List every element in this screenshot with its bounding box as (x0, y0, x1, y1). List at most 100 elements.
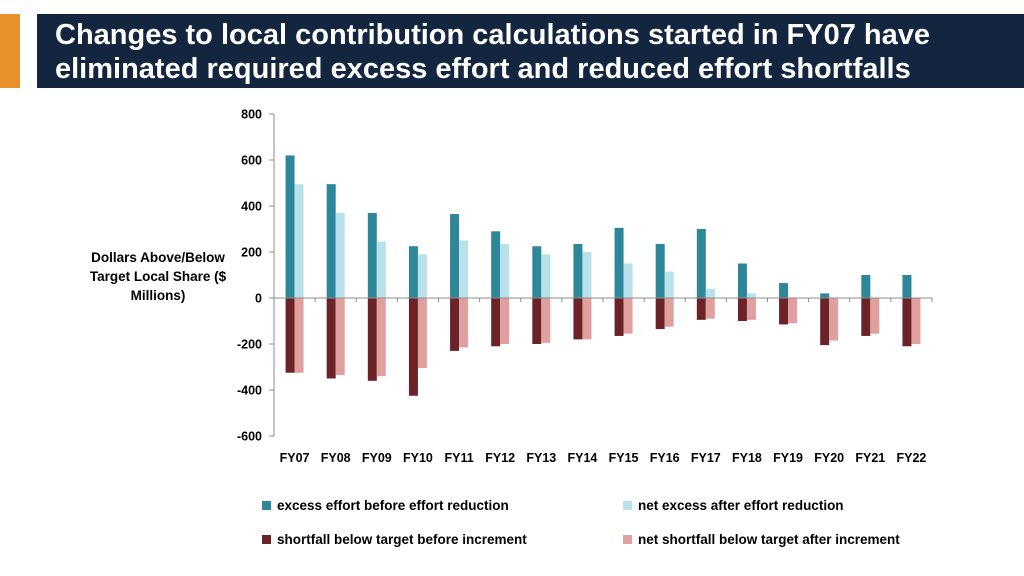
x-tick-label: FY10 (403, 451, 433, 465)
bar-net-excess-after-effort-reduction-fy15 (623, 263, 633, 298)
legend-label: net excess after effort reduction (638, 498, 844, 513)
bar-net-excess-after-effort-reduction-fy13 (541, 254, 551, 298)
bar-shortfall-below-target-before-increment-fy22 (902, 298, 912, 347)
bar-net-shortfall-below-target-after-increment-fy12 (500, 298, 510, 344)
x-tick-label: FY14 (567, 451, 597, 465)
x-tick-label: FY21 (855, 451, 885, 465)
x-tick-label: FY19 (773, 451, 803, 465)
bar-excess-effort-before-effort-reduction-fy17 (696, 229, 706, 298)
bar-net-shortfall-below-target-after-increment-fy18 (746, 298, 756, 320)
bar-net-shortfall-below-target-after-increment-fy22 (911, 298, 921, 344)
bar-net-shortfall-below-target-after-increment-fy08 (335, 298, 345, 376)
y-tick-label: -200 (237, 338, 262, 352)
bar-shortfall-below-target-before-increment-fy19 (779, 298, 789, 325)
x-tick-label: FY13 (526, 451, 556, 465)
x-tick-label: FY11 (444, 451, 473, 465)
x-tick-label: FY15 (609, 451, 639, 465)
bar-net-shortfall-below-target-after-increment-fy16 (664, 298, 674, 327)
bar-excess-effort-before-effort-reduction-fy20 (820, 293, 830, 298)
legend-swatch (262, 535, 271, 544)
x-tick-label: FY09 (362, 451, 392, 465)
bar-shortfall-below-target-before-increment-fy08 (326, 298, 336, 379)
bar-shortfall-below-target-before-increment-fy14 (573, 298, 583, 340)
x-tick-label: FY07 (280, 451, 310, 465)
bar-net-shortfall-below-target-after-increment-fy17 (705, 298, 715, 319)
y-tick-label: 600 (241, 154, 262, 168)
bar-net-excess-after-effort-reduction-fy18 (746, 293, 756, 298)
bar-shortfall-below-target-before-increment-fy18 (737, 298, 747, 321)
bar-net-shortfall-below-target-after-increment-fy14 (582, 298, 592, 340)
bar-net-excess-after-effort-reduction-fy07 (294, 184, 304, 298)
x-tick-label: FY22 (896, 451, 926, 465)
bar-shortfall-below-target-before-increment-fy07 (285, 298, 295, 373)
bar-net-shortfall-below-target-after-increment-fy15 (623, 298, 633, 334)
bar-net-excess-after-effort-reduction-fy10 (417, 254, 427, 298)
bar-net-excess-after-effort-reduction-fy16 (664, 271, 674, 298)
bar-excess-effort-before-effort-reduction-fy11 (450, 214, 460, 298)
y-tick-label: 200 (241, 246, 262, 260)
bar-net-shortfall-below-target-after-increment-fy13 (541, 298, 551, 343)
legend-swatch (262, 501, 271, 510)
bar-excess-effort-before-effort-reduction-fy18 (737, 263, 747, 298)
bar-net-shortfall-below-target-after-increment-fy21 (870, 298, 880, 334)
bar-excess-effort-before-effort-reduction-fy16 (655, 243, 665, 298)
bar-excess-effort-before-effort-reduction-fy15 (614, 227, 624, 298)
bar-net-shortfall-below-target-after-increment-fy11 (459, 298, 469, 348)
bar-shortfall-below-target-before-increment-fy12 (491, 298, 501, 347)
bar-shortfall-below-target-before-increment-fy15 (614, 298, 624, 336)
bar-net-shortfall-below-target-after-increment-fy07 (294, 298, 304, 373)
y-tick-label: -600 (237, 430, 262, 444)
bar-shortfall-below-target-before-increment-fy09 (367, 298, 377, 381)
bar-net-excess-after-effort-reduction-fy09 (376, 241, 386, 298)
slide-title: Changes to local contribution calculatio… (55, 19, 931, 85)
x-tick-label: FY18 (732, 451, 762, 465)
bar-net-excess-after-effort-reduction-fy14 (582, 252, 592, 298)
legend-item-excess-before: excess effort before effort reduction (262, 498, 509, 513)
bar-excess-effort-before-effort-reduction-fy08 (326, 184, 336, 298)
x-tick-label: FY12 (485, 451, 515, 465)
bar-net-excess-after-effort-reduction-fy11 (459, 240, 469, 298)
x-tick-label: FY16 (650, 451, 680, 465)
legend-swatch (623, 535, 632, 544)
x-tick-label: FY17 (691, 451, 721, 465)
x-tick-label: FY08 (321, 451, 351, 465)
bar-excess-effort-before-effort-reduction-fy21 (861, 275, 871, 298)
bar-shortfall-below-target-before-increment-fy10 (408, 298, 418, 396)
bar-excess-effort-before-effort-reduction-fy13 (532, 246, 542, 298)
bar-net-excess-after-effort-reduction-fy17 (705, 288, 715, 298)
bar-shortfall-below-target-before-increment-fy11 (450, 298, 460, 351)
bar-net-shortfall-below-target-after-increment-fy09 (376, 298, 386, 377)
y-axis-label: Dollars Above/Below Target Local Share (… (89, 250, 227, 303)
bar-net-shortfall-below-target-after-increment-fy19 (788, 298, 798, 324)
title-accent-bar (0, 14, 20, 88)
title-band: Changes to local contribution calculatio… (37, 14, 1024, 88)
x-tick-label: FY20 (814, 451, 844, 465)
bar-shortfall-below-target-before-increment-fy20 (820, 298, 830, 346)
y-tick-label: 800 (241, 108, 262, 122)
y-tick-label: -400 (237, 384, 262, 398)
bar-excess-effort-before-effort-reduction-fy07 (285, 155, 295, 298)
legend-item-net-excess: net excess after effort reduction (623, 498, 844, 513)
y-tick-label: 0 (255, 292, 262, 306)
legend-swatch (623, 501, 632, 510)
bar-shortfall-below-target-before-increment-fy17 (696, 298, 706, 320)
bar-shortfall-below-target-before-increment-fy16 (655, 298, 665, 330)
legend-label: excess effort before effort reduction (277, 498, 509, 513)
legend-item-net-shortfall: net shortfall below target after increme… (623, 532, 900, 547)
bar-net-excess-after-effort-reduction-fy12 (500, 243, 510, 298)
bar-shortfall-below-target-before-increment-fy13 (532, 298, 542, 344)
y-tick-label: 400 (241, 200, 262, 214)
bar-net-shortfall-below-target-after-increment-fy10 (417, 298, 427, 369)
legend-label: net shortfall below target after increme… (638, 532, 900, 547)
bar-excess-effort-before-effort-reduction-fy22 (902, 275, 912, 298)
bar-excess-effort-before-effort-reduction-fy12 (491, 231, 501, 298)
bar-net-shortfall-below-target-after-increment-fy20 (829, 298, 839, 341)
bar-excess-effort-before-effort-reduction-fy10 (408, 246, 418, 298)
bar-excess-effort-before-effort-reduction-fy14 (573, 243, 583, 298)
legend-item-shortfall-before: shortfall below target before increment (262, 532, 527, 547)
legend-label: shortfall below target before increment (277, 532, 527, 547)
bar-shortfall-below-target-before-increment-fy21 (861, 298, 871, 336)
bar-excess-effort-before-effort-reduction-fy09 (367, 212, 377, 298)
bar-excess-effort-before-effort-reduction-fy19 (779, 283, 789, 298)
